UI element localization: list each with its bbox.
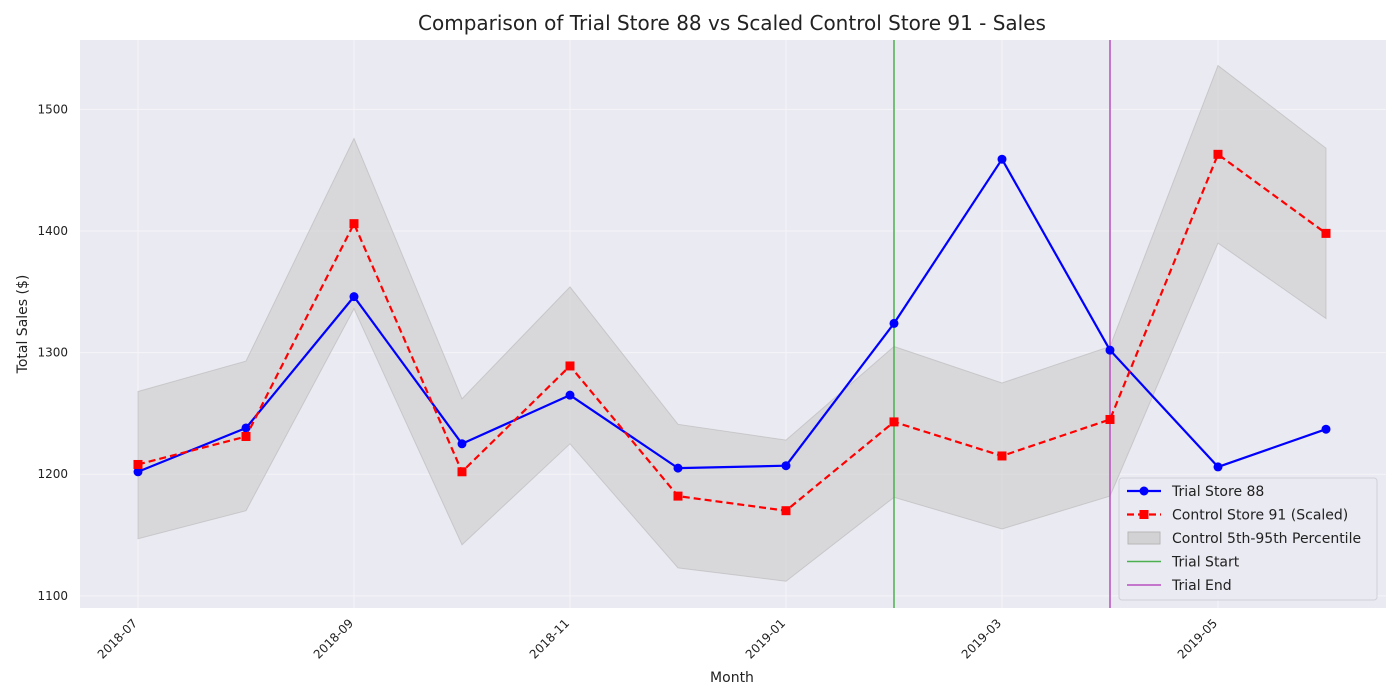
legend-band-label: Control 5th-95th Percentile [1172, 531, 1361, 547]
legend: Trial Store 88 Control Store 91 (Scaled) C… [1118, 477, 1378, 601]
trial-store-88-point [997, 154, 1007, 164]
trial-store-88-point [673, 463, 683, 473]
control-store-91-scaled-point [133, 459, 143, 469]
y-tick-label: 1200 [37, 467, 68, 481]
y-tick-label: 1500 [37, 102, 68, 116]
control-store-91-scaled-point [781, 506, 791, 516]
trial-store-88-point [1105, 345, 1115, 355]
legend-control-store-91-scaled-label: Control Store 91 (Scaled) [1172, 508, 1348, 524]
trial-store-88-line [137, 158, 1327, 473]
trial-store-88-point [241, 423, 251, 433]
y-tick-label: 1100 [37, 589, 68, 603]
series-layer [133, 149, 1331, 516]
trial-store-88-point [457, 439, 467, 449]
control-store-91-scaled-point [457, 467, 467, 477]
legend-band-swatch [1127, 531, 1161, 545]
trial-store-88-point [1321, 424, 1331, 434]
control-store-91-scaled-point [997, 451, 1007, 461]
legend-trial-start-label: Trial Start [1171, 555, 1240, 571]
control-store-91-scaled-point [349, 219, 359, 229]
trial-store-88-point [889, 318, 899, 328]
trial-store-88-point [781, 461, 791, 471]
trial-store-88-point [1213, 462, 1223, 472]
trial-store-88-point [349, 292, 359, 302]
legend-trial-end-label: Trial End [1171, 578, 1232, 594]
trial-store-88-point [565, 390, 575, 400]
control-store-91-scaled-line [137, 153, 1327, 512]
band-layer [137, 64, 1327, 582]
percentile-band [137, 64, 1327, 582]
trial-store-88-point [133, 467, 143, 477]
control-store-91-scaled-point [1213, 149, 1223, 159]
control-store-91-scaled-point [241, 432, 251, 442]
legend-trial-store-88-label: Trial Store 88 [1171, 484, 1264, 500]
x-axis-label: Month [710, 670, 754, 686]
legend-trial-store-88-marker [1139, 486, 1149, 496]
chart-title: Comparison of Trial Store 88 vs Scaled C… [418, 11, 1046, 35]
legend-box [1118, 477, 1378, 601]
control-store-91-scaled-point [1321, 228, 1331, 238]
control-store-91-scaled-point [1105, 414, 1115, 424]
legend-control-store-91-scaled-marker [1139, 510, 1149, 519]
y-tick-label: 1400 [37, 224, 68, 238]
y-axis-label: Total Sales ($) [15, 275, 31, 375]
control-store-91-scaled-point [565, 361, 575, 371]
control-store-91-scaled-point [889, 417, 899, 427]
y-tick-label: 1300 [37, 346, 68, 360]
control-store-91-scaled-point [673, 491, 683, 501]
